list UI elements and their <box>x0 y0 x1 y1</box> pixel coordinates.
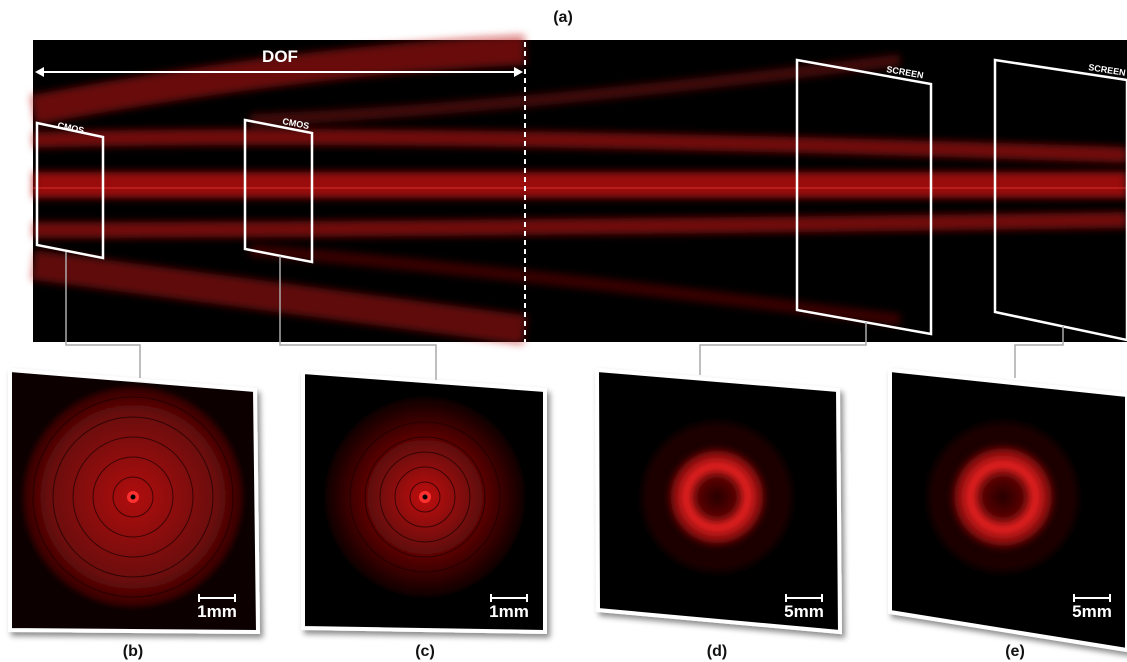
scale-label: 5mm <box>784 602 824 621</box>
panel-c <box>303 372 545 632</box>
beam-strip <box>33 40 1127 342</box>
panel-label: (d) <box>707 643 727 660</box>
scale-label: 5mm <box>1072 602 1112 621</box>
dof-label: DOF <box>262 47 298 66</box>
panel-d <box>597 370 840 632</box>
panel-b <box>10 370 258 632</box>
panel-label: (c) <box>415 643 435 660</box>
panel-label: (e) <box>1005 643 1025 660</box>
panel-label: (a) <box>553 9 573 26</box>
figure: (a) DOF CMOS CMOS SCREEN SCREEN 1mm 1mm … <box>0 0 1127 662</box>
panel-label: (b) <box>123 643 143 660</box>
scale-label: 1mm <box>197 602 237 621</box>
scale-label: 1mm <box>489 602 529 621</box>
